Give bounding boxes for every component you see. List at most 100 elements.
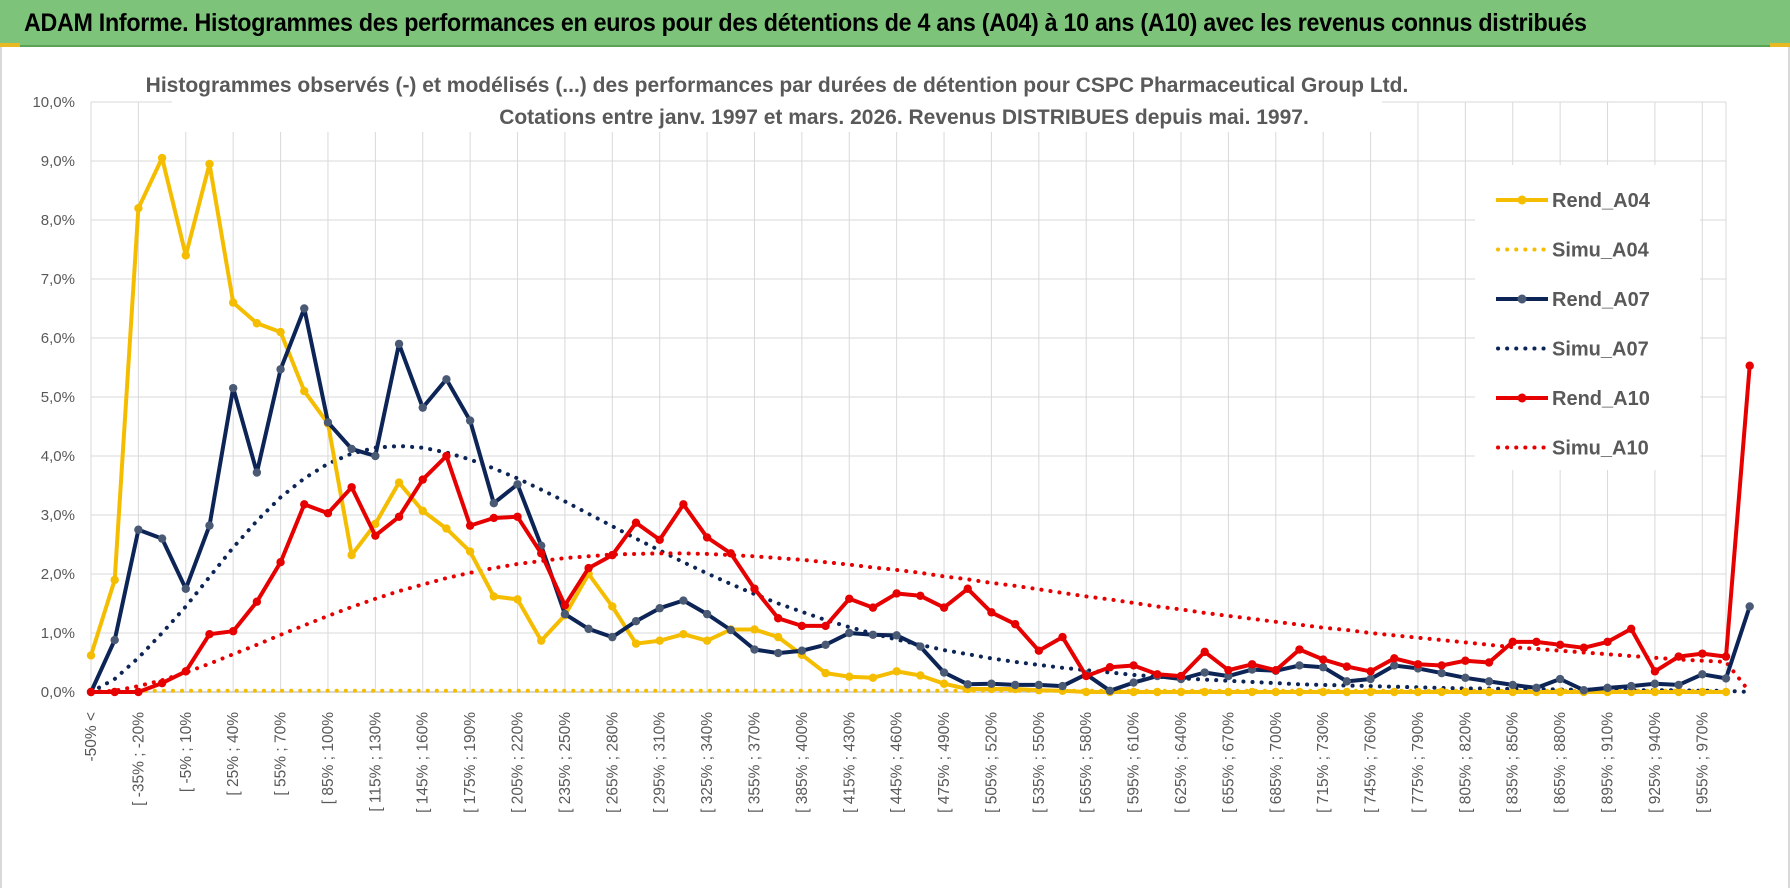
data-point-Rend_A07 [394, 339, 404, 349]
data-point-Rend_A10 [1627, 624, 1636, 634]
data-point-Rend_A10 [86, 687, 96, 697]
data-point-Rend_A04 [1698, 687, 1707, 697]
y-tick-label: 8,0% [41, 212, 75, 229]
data-point-Rend_A10 [1674, 652, 1683, 661]
data-point-Rend_A10 [1437, 661, 1446, 670]
data-point-Rend_A07 [608, 632, 617, 642]
data-point-Rend_A04 [418, 506, 427, 516]
data-point-Rend_A04 [750, 625, 759, 634]
data-point-Rend_A10 [1129, 661, 1138, 670]
data-point-Rend_A04 [1129, 687, 1138, 697]
data-point-Rend_A04 [655, 636, 664, 645]
data-point-Rend_A10 [1555, 640, 1565, 649]
data-point-Rend_A07 [1105, 686, 1115, 696]
data-point-Rend_A10 [537, 549, 546, 558]
data-point-Rend_A10 [1271, 665, 1280, 675]
data-point-Rend_A07 [181, 584, 190, 593]
data-point-Rend_A10 [205, 629, 214, 639]
data-point-Rend_A07 [868, 630, 878, 639]
data-point-Rend_A04 [86, 651, 96, 660]
data-point-Rend_A04 [702, 636, 712, 645]
chart-subtitle: Cotations entre janv. 1997 et mars. 2026… [499, 106, 1309, 129]
legend-label: Simu_A04 [1552, 240, 1650, 262]
data-point-Rend_A04 [1271, 687, 1280, 697]
data-point-Rend_A10 [1390, 654, 1399, 663]
data-point-Rend_A04 [1390, 687, 1399, 697]
data-point-Rend_A04 [916, 671, 925, 680]
x-tick-label: [ 25% ; 40% [225, 712, 242, 796]
data-point-Rend_A04 [252, 319, 262, 328]
data-point-Rend_A07 [1295, 661, 1304, 670]
x-tick-label: [ 865% ; 880% [1552, 712, 1569, 813]
series-line-Simu_A04 [89, 688, 1728, 694]
page-title: ADAM Informe. Histogrammes des performan… [24, 9, 1587, 37]
x-tick-label: [ -35% ; -20% [130, 712, 147, 806]
x-tick-label: [ 205% ; 220% [510, 712, 527, 813]
data-point-Rend_A04 [134, 204, 143, 213]
x-tick-label: [ 835% ; 850% [1505, 712, 1522, 813]
x-tick-label: [ 355% ; 370% [746, 712, 763, 813]
x-tick-label: [ 115% ; 130% [367, 712, 384, 812]
data-point-Rend_A10 [1603, 637, 1612, 647]
data-point-Rend_A07 [442, 375, 451, 384]
data-point-Rend_A07 [584, 624, 593, 634]
data-point-Rend_A10 [157, 678, 167, 688]
data-point-Rend_A04 [631, 639, 641, 648]
data-point-Rend_A10 [1650, 667, 1660, 676]
data-point-Rend_A07 [1461, 673, 1470, 683]
data-point-Rend_A10 [418, 475, 427, 484]
data-point-Rend_A10 [987, 608, 996, 617]
data-point-Rend_A07 [1721, 674, 1731, 683]
legend-marker [1517, 294, 1527, 304]
data-point-Rend_A10 [1082, 671, 1091, 681]
data-point-Rend_A07 [797, 646, 807, 655]
data-point-Rend_A07 [679, 596, 688, 605]
data-point-Rend_A04 [537, 636, 546, 645]
x-tick-label: [ 685% ; 700% [1268, 712, 1285, 813]
data-point-Rend_A07 [1342, 677, 1352, 686]
data-point-Rend_A10 [1413, 660, 1423, 669]
data-point-Rend_A07 [939, 668, 949, 677]
data-point-Rend_A04 [1318, 687, 1328, 697]
data-point-Rend_A10 [371, 531, 380, 540]
x-tick-label: [ 895% ; 910% [1600, 712, 1617, 813]
data-point-Rend_A10 [868, 603, 878, 612]
data-point-Rend_A07 [1674, 680, 1683, 690]
data-point-Rend_A04 [1342, 687, 1352, 697]
title-background [172, 66, 1382, 132]
legend-label: Rend_A10 [1552, 388, 1650, 410]
y-tick-label: 4,0% [41, 448, 75, 465]
data-point-Rend_A07 [750, 645, 759, 654]
data-point-Rend_A10 [276, 558, 285, 567]
x-tick-label: [ 715% ; 730% [1315, 712, 1332, 813]
data-point-Rend_A04 [1627, 687, 1636, 697]
y-tick-label: 9,0% [41, 153, 75, 170]
legend-label: Simu_A10 [1552, 438, 1649, 460]
data-point-Rend_A10 [1342, 662, 1352, 671]
x-tick-label: [ 415% ; 430% [841, 712, 858, 813]
data-point-Rend_A07 [1366, 674, 1375, 684]
data-point-Rend_A04 [442, 524, 451, 533]
data-point-Rend_A07 [371, 451, 380, 461]
data-point-Rend_A10 [1247, 660, 1257, 669]
data-point-Rend_A07 [963, 680, 972, 689]
data-point-Rend_A07 [157, 534, 167, 543]
y-tick-label: 6,0% [41, 330, 75, 347]
data-point-Rend_A07 [134, 525, 143, 534]
data-point-Rend_A07 [1579, 686, 1589, 695]
data-point-Rend_A10 [845, 594, 854, 603]
data-point-Rend_A04 [608, 602, 617, 611]
legend-background [1475, 165, 1700, 470]
data-point-Rend_A04 [1555, 687, 1565, 697]
y-tick-label: 3,0% [41, 507, 75, 524]
y-tick-label: 10,0% [32, 94, 75, 111]
data-point-Rend_A10 [1461, 656, 1470, 665]
data-point-Rend_A04 [1484, 687, 1494, 697]
data-point-Rend_A04 [845, 672, 854, 681]
x-tick-label: [ 235% ; 250% [557, 712, 574, 813]
data-point-Rend_A10 [134, 687, 143, 697]
data-point-Rend_A10 [1721, 652, 1731, 661]
banner-corner-left [0, 43, 20, 47]
data-point-Rend_A04 [300, 386, 309, 396]
